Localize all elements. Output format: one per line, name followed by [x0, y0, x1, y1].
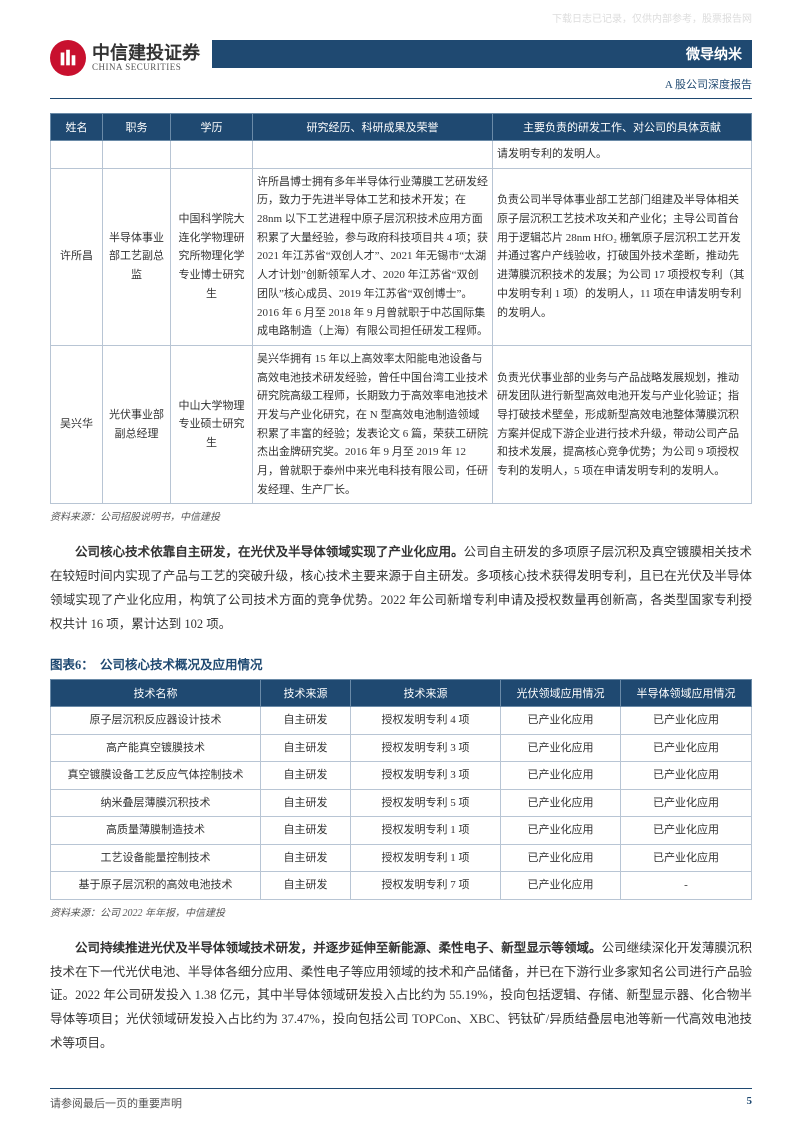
table-source: 资料来源：公司招股说明书，中信建投 — [50, 508, 752, 523]
table-cell: 纳米叠层薄膜沉积技术 — [51, 789, 261, 817]
table-cell: 自主研发 — [261, 789, 351, 817]
logo-text-en: CHINA SECURITIES — [92, 62, 200, 72]
figure6-title: 图表6： 公司核心技术概况及应用情况 — [50, 654, 752, 673]
table-row: 纳米叠层薄膜沉积技术自主研发授权发明专利 5 项已产业化应用已产业化应用 — [51, 789, 752, 817]
table-row: 工艺设备能量控制技术自主研发授权发明专利 1 项已产业化应用已产业化应用 — [51, 844, 752, 872]
doc-subject: 微导纳米 — [212, 40, 752, 68]
table-cell: 授权发明专利 1 项 — [351, 844, 501, 872]
cell-exp — [253, 141, 493, 169]
cell-exp: 吴兴华拥有 15 年以上高效率太阳能电池设备与高效电池技术研发经验，曾任中国台湾… — [253, 345, 493, 504]
doc-type: A 股公司深度报告 — [212, 76, 752, 92]
table-row: 高质量薄膜制造技术自主研发授权发明专利 1 项已产业化应用已产业化应用 — [51, 817, 752, 845]
table-cell: 已产业化应用 — [501, 872, 621, 900]
cell-title — [103, 141, 171, 169]
table-row: 许所昌 半导体事业部工艺副总监 中国科学院大连化学物理研究所物理化学专业博士研究… — [51, 168, 752, 345]
cell-contrib: 负责光伏事业部的业务与产品战略发展规划，推动研发团队进行新型高效电池开发与产业化… — [493, 345, 752, 504]
header-divider — [50, 98, 752, 99]
page-number: 5 — [747, 1095, 753, 1111]
cell-edu: 中山大学物理专业硕士研究生 — [171, 345, 253, 504]
table-row: 高产能真空镀膜技术自主研发授权发明专利 3 项已产业化应用已产业化应用 — [51, 734, 752, 762]
table-cell: 自主研发 — [261, 734, 351, 762]
cell-edu — [171, 141, 253, 169]
table-row: 基于原子层沉积的高效电池技术自主研发授权发明专利 7 项已产业化应用- — [51, 872, 752, 900]
table-cell: 已产业化应用 — [621, 707, 752, 735]
col-semi-app: 半导体领域应用情况 — [621, 680, 752, 707]
table-cell: 授权发明专利 3 项 — [351, 762, 501, 790]
body-paragraph-1: 公司核心技术依靠自主研发，在光伏及半导体领域实现了产业化应用。公司自主研发的多项… — [50, 541, 752, 636]
page-header: 中信建投证券 CHINA SECURITIES 微导纳米 A 股公司深度报告 — [50, 40, 752, 92]
col-tech-src2: 技术来源 — [351, 680, 501, 707]
col-tech-src1: 技术来源 — [261, 680, 351, 707]
body-paragraph-2: 公司持续推进光伏及半导体领域技术研发，并逐步延伸至新能源、柔性电子、新型显示等领… — [50, 937, 752, 1056]
col-tech-name: 技术名称 — [51, 680, 261, 707]
cell-name — [51, 141, 103, 169]
logo-text-cn: 中信建投证券 — [92, 44, 200, 62]
footer-disclaimer: 请参阅最后一页的重要声明 — [50, 1095, 182, 1111]
table-cell: 授权发明专利 4 项 — [351, 707, 501, 735]
cell-edu: 中国科学院大连化学物理研究所物理化学专业博士研究生 — [171, 168, 253, 345]
table-cell: 自主研发 — [261, 817, 351, 845]
cell-name: 吴兴华 — [51, 345, 103, 504]
table-cell: 授权发明专利 7 项 — [351, 872, 501, 900]
table-cell: 已产业化应用 — [621, 789, 752, 817]
col-edu: 学历 — [171, 114, 253, 141]
table-row: 吴兴华 光伏事业部副总经理 中山大学物理专业硕士研究生 吴兴华拥有 15 年以上… — [51, 345, 752, 504]
cell-name: 许所昌 — [51, 168, 103, 345]
para2-bold: 公司持续推进光伏及半导体领域技术研发，并逐步延伸至新能源、柔性电子、新型显示等领… — [75, 941, 602, 955]
table-cell: 授权发明专利 3 项 — [351, 734, 501, 762]
page-footer: 请参阅最后一页的重要声明 5 — [50, 1088, 752, 1111]
tech-table: 技术名称 技术来源 技术来源 光伏领域应用情况 半导体领域应用情况 原子层沉积反… — [50, 679, 752, 900]
table-cell: 已产业化应用 — [501, 817, 621, 845]
cell-exp: 许所昌博士拥有多年半导体行业薄膜工艺研发经历，致力于先进半导体工艺和技术开发；在… — [253, 168, 493, 345]
col-title: 职务 — [103, 114, 171, 141]
table-header-row: 姓名 职务 学历 研究经历、科研成果及荣誉 主要负责的研发工作、对公司的具体贡献 — [51, 114, 752, 141]
personnel-table: 姓名 职务 学历 研究经历、科研成果及荣誉 主要负责的研发工作、对公司的具体贡献… — [50, 113, 752, 504]
table-cell: 已产业化应用 — [621, 844, 752, 872]
company-logo: 中信建投证券 CHINA SECURITIES — [50, 40, 200, 76]
para2-rest: 公司继续深化开发薄膜沉积技术在下一代光伏电池、半导体各细分应用、柔性电子等应用领… — [50, 941, 752, 1050]
cell-title: 半导体事业部工艺副总监 — [103, 168, 171, 345]
table-cell: 工艺设备能量控制技术 — [51, 844, 261, 872]
para1-bold: 公司核心技术依靠自主研发，在光伏及半导体领域实现了产业化应用。 — [75, 545, 464, 559]
table-cell: 高质量薄膜制造技术 — [51, 817, 261, 845]
table-cell: 已产业化应用 — [621, 817, 752, 845]
table-cell: 授权发明专利 5 项 — [351, 789, 501, 817]
table-row: 真空镀膜设备工艺反应气体控制技术自主研发授权发明专利 3 项已产业化应用已产业化… — [51, 762, 752, 790]
col-contrib: 主要负责的研发工作、对公司的具体贡献 — [493, 114, 752, 141]
table-cell: 已产业化应用 — [501, 844, 621, 872]
table-cell: 已产业化应用 — [501, 762, 621, 790]
building-icon — [57, 47, 79, 69]
table-cell: - — [621, 872, 752, 900]
table-header-row: 技术名称 技术来源 技术来源 光伏领域应用情况 半导体领域应用情况 — [51, 680, 752, 707]
table-cell: 原子层沉积反应器设计技术 — [51, 707, 261, 735]
col-exp: 研究经历、科研成果及荣誉 — [253, 114, 493, 141]
col-pv-app: 光伏领域应用情况 — [501, 680, 621, 707]
table-row: 原子层沉积反应器设计技术自主研发授权发明专利 4 项已产业化应用已产业化应用 — [51, 707, 752, 735]
page: 下载日志已记录，仅供内部参考，股票报告网 中信建投证券 CHINA SECURI… — [0, 0, 802, 1133]
cell-title: 光伏事业部副总经理 — [103, 345, 171, 504]
table-cell: 高产能真空镀膜技术 — [51, 734, 261, 762]
table-cell: 自主研发 — [261, 844, 351, 872]
header-right: 微导纳米 A 股公司深度报告 — [212, 40, 752, 92]
table-cell: 真空镀膜设备工艺反应气体控制技术 — [51, 762, 261, 790]
table-cell: 自主研发 — [261, 762, 351, 790]
table-cell: 已产业化应用 — [501, 789, 621, 817]
watermark-text: 下载日志已记录，仅供内部参考，股票报告网 — [552, 10, 752, 25]
table-cell: 授权发明专利 1 项 — [351, 817, 501, 845]
table-cell: 已产业化应用 — [621, 762, 752, 790]
table-cell: 已产业化应用 — [621, 734, 752, 762]
table-cell: 基于原子层沉积的高效电池技术 — [51, 872, 261, 900]
logo-icon — [50, 40, 86, 76]
table-row: 请发明专利的发明人。 — [51, 141, 752, 169]
table-cell: 自主研发 — [261, 872, 351, 900]
table-source: 资料来源：公司 2022 年年报，中信建投 — [50, 904, 752, 919]
table-cell: 已产业化应用 — [501, 707, 621, 735]
table-cell: 已产业化应用 — [501, 734, 621, 762]
col-name: 姓名 — [51, 114, 103, 141]
cell-contrib: 请发明专利的发明人。 — [493, 141, 752, 169]
cell-contrib: 负责公司半导体事业部工艺部门组建及半导体相关原子层沉积工艺技术攻关和产业化；主导… — [493, 168, 752, 345]
table-cell: 自主研发 — [261, 707, 351, 735]
logo-text-block: 中信建投证券 CHINA SECURITIES — [92, 44, 200, 72]
